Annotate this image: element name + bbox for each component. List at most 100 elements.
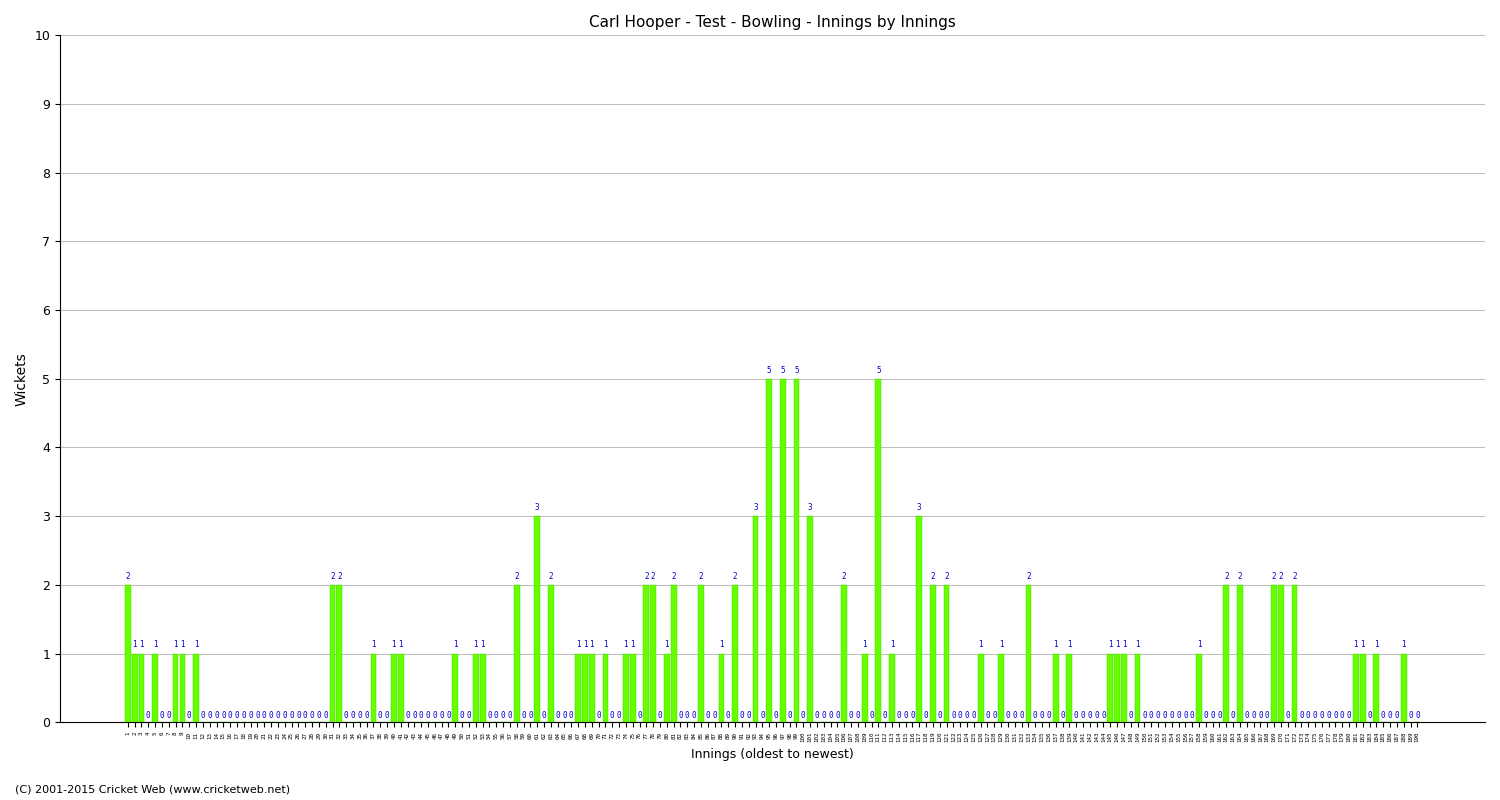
Bar xyxy=(574,654,580,722)
Text: 1: 1 xyxy=(576,641,580,650)
Bar xyxy=(152,654,157,722)
Text: 0: 0 xyxy=(1149,711,1154,720)
Text: 2: 2 xyxy=(732,572,738,581)
Text: 0: 0 xyxy=(884,711,888,720)
Text: 0: 0 xyxy=(234,711,240,720)
Text: 0: 0 xyxy=(836,711,840,720)
Text: 0: 0 xyxy=(828,711,833,720)
Text: 0: 0 xyxy=(992,711,996,720)
Text: 0: 0 xyxy=(1162,711,1167,720)
Text: 0: 0 xyxy=(924,711,928,720)
Text: 2: 2 xyxy=(1224,572,1228,581)
Text: 0: 0 xyxy=(972,711,976,720)
Text: 0: 0 xyxy=(678,711,682,720)
Text: 0: 0 xyxy=(488,711,492,720)
Text: 0: 0 xyxy=(712,711,717,720)
Text: 0: 0 xyxy=(242,711,246,720)
Text: 0: 0 xyxy=(201,711,206,720)
Text: 1: 1 xyxy=(1353,641,1358,650)
Text: 0: 0 xyxy=(188,711,192,720)
Bar xyxy=(890,654,896,722)
Text: 0: 0 xyxy=(405,711,410,720)
Text: 0: 0 xyxy=(1340,711,1344,720)
Text: 0: 0 xyxy=(1095,711,1100,720)
Text: 0: 0 xyxy=(303,711,307,720)
Text: 0: 0 xyxy=(1216,711,1222,720)
Bar xyxy=(124,585,130,722)
Bar xyxy=(370,654,376,722)
Text: 0: 0 xyxy=(1245,711,1250,720)
Text: 0: 0 xyxy=(507,711,512,720)
Text: 0: 0 xyxy=(501,711,506,720)
Text: 0: 0 xyxy=(146,711,150,720)
Bar xyxy=(698,585,703,722)
Text: 0: 0 xyxy=(316,711,321,720)
Text: 1: 1 xyxy=(1374,641,1378,650)
Text: 0: 0 xyxy=(705,711,710,720)
Text: 0: 0 xyxy=(597,711,602,720)
Text: 0: 0 xyxy=(1306,711,1311,720)
Bar xyxy=(336,585,342,722)
Bar xyxy=(330,585,336,722)
Text: 0: 0 xyxy=(1368,711,1372,720)
Bar xyxy=(944,585,950,722)
Text: 0: 0 xyxy=(1060,711,1065,720)
Text: 2: 2 xyxy=(1278,572,1282,581)
Text: 1: 1 xyxy=(480,641,484,650)
Bar xyxy=(1114,654,1120,722)
Text: 0: 0 xyxy=(1074,711,1078,720)
Text: 0: 0 xyxy=(494,711,498,720)
Text: 0: 0 xyxy=(159,711,164,720)
Text: 1: 1 xyxy=(399,641,404,650)
Bar xyxy=(998,654,1004,722)
Bar xyxy=(398,654,404,722)
Bar xyxy=(766,378,772,722)
Text: 0: 0 xyxy=(788,711,792,720)
Text: 2: 2 xyxy=(1238,572,1242,581)
Text: 0: 0 xyxy=(262,711,267,720)
Text: 0: 0 xyxy=(986,711,990,720)
Bar xyxy=(1360,654,1365,722)
Bar xyxy=(1196,654,1202,722)
Bar xyxy=(644,585,650,722)
Text: 0: 0 xyxy=(555,711,560,720)
Bar xyxy=(1134,654,1140,722)
Text: 1: 1 xyxy=(194,641,198,650)
Bar xyxy=(590,654,594,722)
Text: 0: 0 xyxy=(1034,711,1038,720)
Text: 1: 1 xyxy=(890,641,894,650)
Text: 0: 0 xyxy=(1286,711,1290,720)
Text: 5: 5 xyxy=(794,366,800,374)
Bar xyxy=(582,654,588,722)
Text: 0: 0 xyxy=(1156,711,1161,720)
Text: 0: 0 xyxy=(1264,711,1269,720)
Text: 0: 0 xyxy=(1347,711,1352,720)
Bar xyxy=(1238,585,1244,722)
Bar xyxy=(172,654,178,722)
Bar xyxy=(132,654,138,722)
Text: 0: 0 xyxy=(1080,711,1086,720)
Text: 0: 0 xyxy=(1414,711,1419,720)
Text: 3: 3 xyxy=(916,503,921,512)
Bar xyxy=(1374,654,1380,722)
Text: 2: 2 xyxy=(549,572,554,581)
Text: 1: 1 xyxy=(624,641,628,650)
Text: 0: 0 xyxy=(1142,711,1146,720)
Text: 0: 0 xyxy=(568,711,573,720)
Bar xyxy=(664,654,669,722)
Text: 0: 0 xyxy=(951,711,956,720)
Text: 0: 0 xyxy=(268,711,273,720)
Text: 3: 3 xyxy=(536,503,540,512)
Text: 0: 0 xyxy=(1299,711,1304,720)
Bar xyxy=(651,585,656,722)
Text: 2: 2 xyxy=(930,572,934,581)
Bar xyxy=(780,378,786,722)
Text: 0: 0 xyxy=(1210,711,1215,720)
Text: 0: 0 xyxy=(1232,711,1236,720)
Text: 0: 0 xyxy=(1128,711,1132,720)
Text: 0: 0 xyxy=(413,711,417,720)
Bar xyxy=(1401,654,1407,722)
Text: 2: 2 xyxy=(944,572,950,581)
Text: 0: 0 xyxy=(1190,711,1194,720)
Text: 0: 0 xyxy=(815,711,819,720)
